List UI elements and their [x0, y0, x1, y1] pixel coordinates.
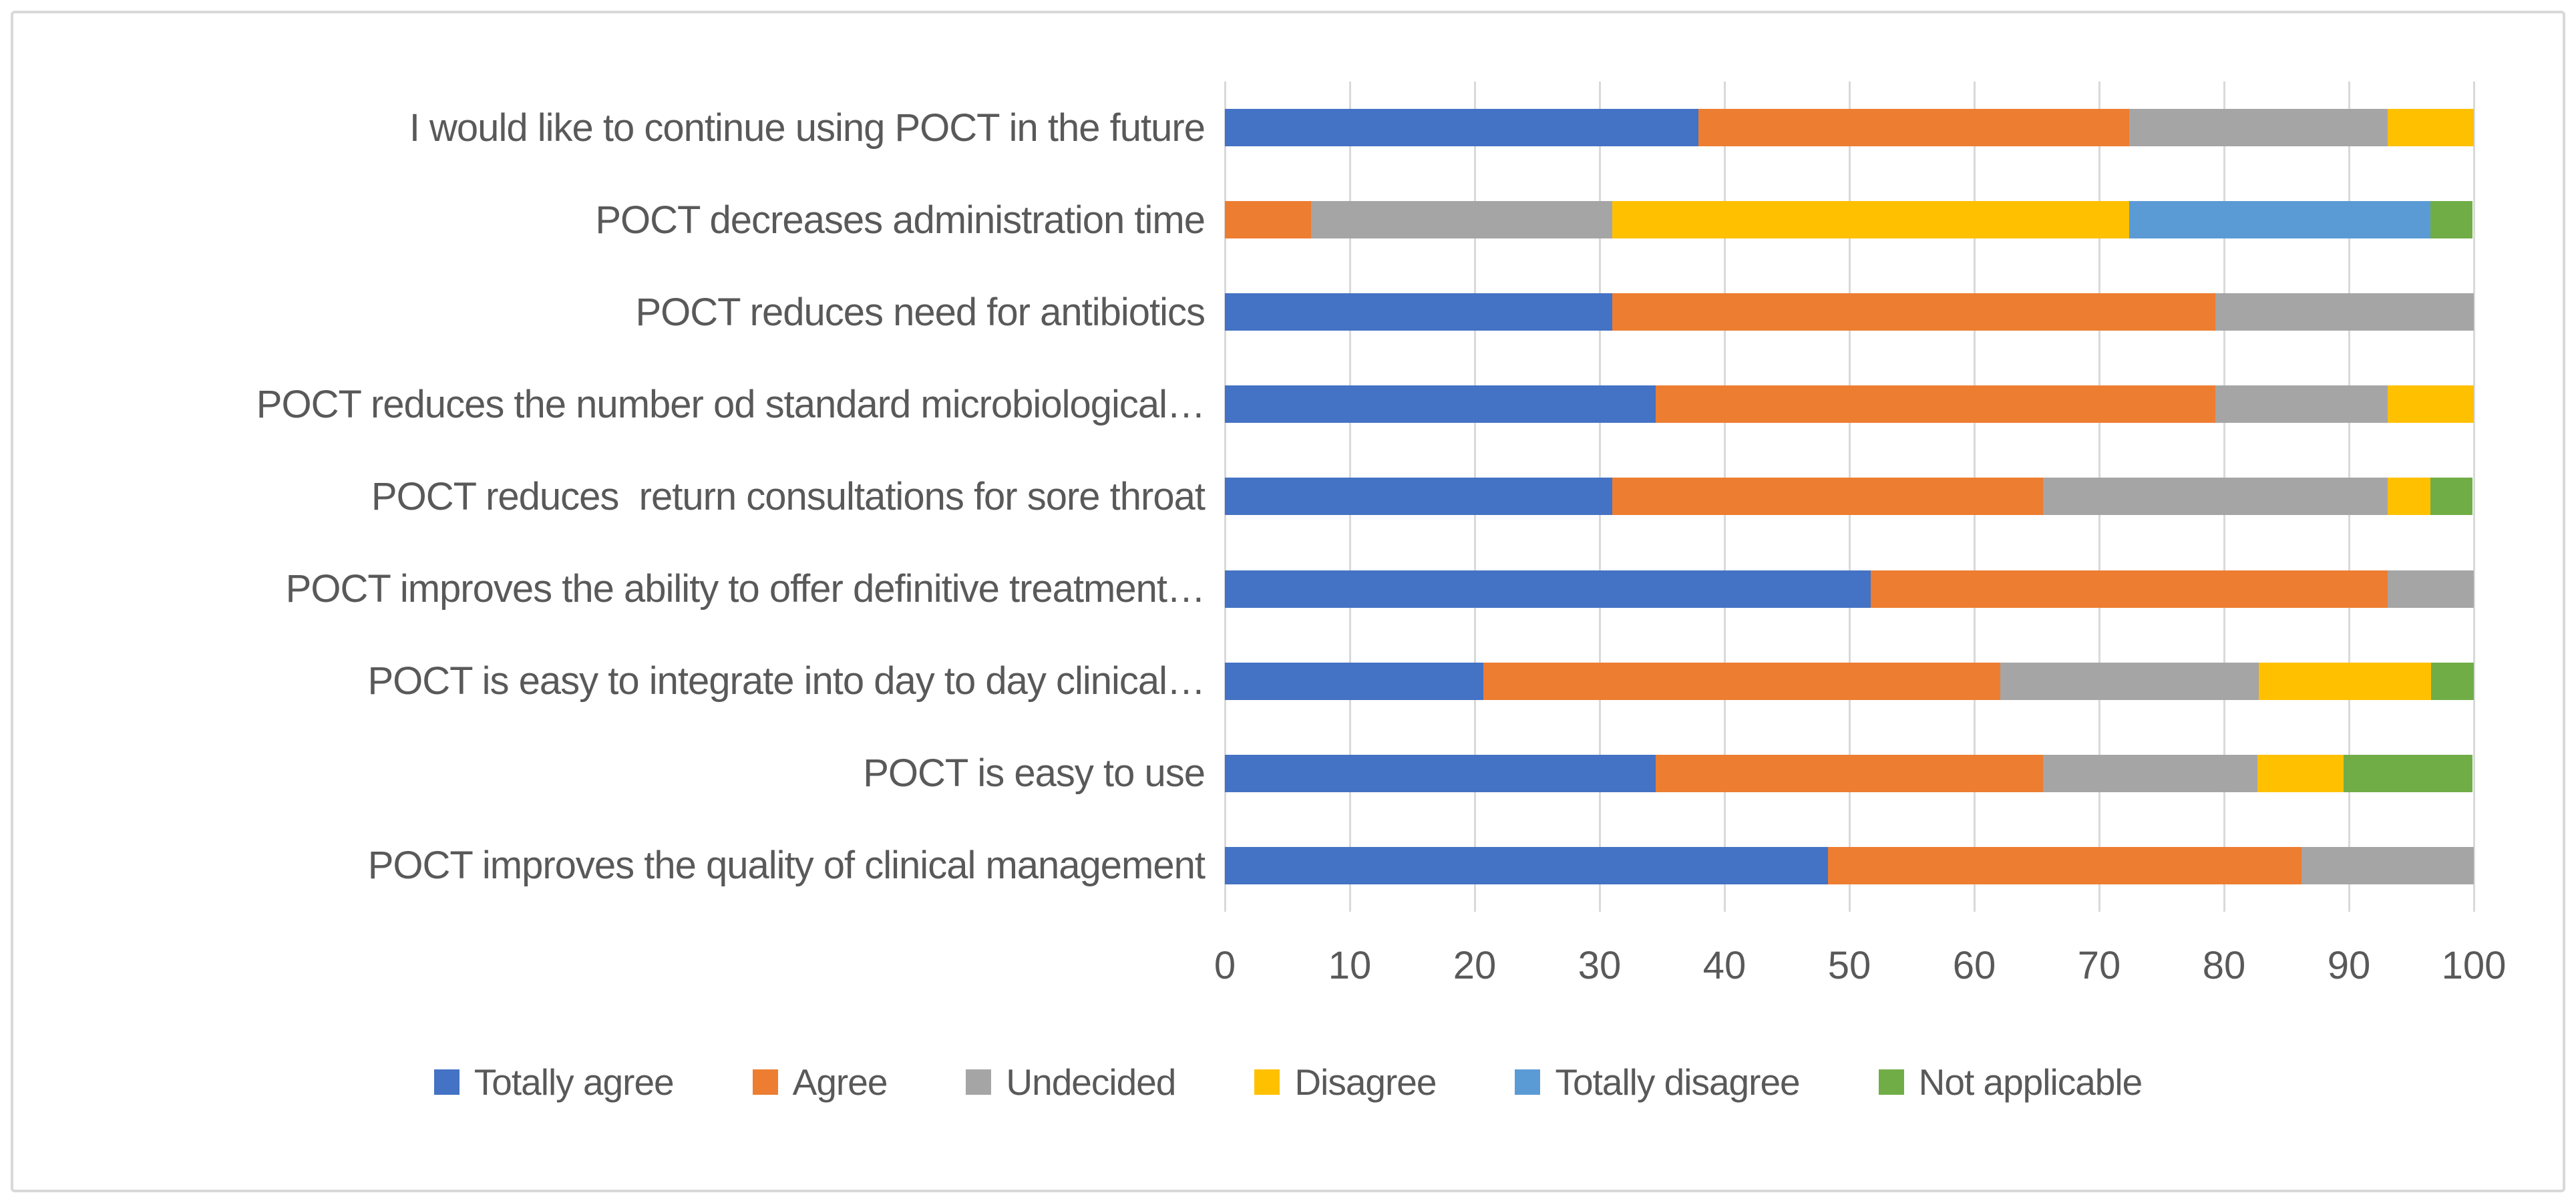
bar-segment-undecided: [2042, 754, 2258, 792]
bar-segment-disagree: [2257, 754, 2344, 792]
category-label: POCT improves the ability to offer defin…: [285, 567, 1206, 611]
legend-label: Undecided: [1006, 1061, 1176, 1103]
bar-row: [1225, 662, 2474, 700]
bar-segment-totally-disagree: [2129, 201, 2430, 239]
category-label: POCT reduces need for antibiotics: [635, 290, 1206, 334]
value-axis: 0 10 20 30 40 50 60 70 80 90 100: [1214, 943, 2507, 997]
legend-item-not-applicable: Not applicable: [1878, 1061, 2143, 1103]
bar-segment-undecided: [2042, 478, 2388, 516]
chart-border-frame: [11, 11, 2565, 1192]
x-tick-label: 20: [1453, 944, 1497, 987]
bar-segment-totally-agree: [1225, 662, 1484, 700]
bar-segment-undecided: [2301, 846, 2474, 884]
x-tick-label: 90: [2327, 944, 2371, 987]
x-tick-label: 10: [1328, 944, 1372, 987]
bar-segment-undecided: [2215, 293, 2474, 331]
category-label: POCT is easy to use: [863, 751, 1206, 796]
bar-segment-not-applicable: [2431, 662, 2474, 700]
bar-segment-agree: [1656, 754, 2043, 792]
x-tick-label: 70: [2077, 944, 2121, 987]
legend-swatch-icon: [1515, 1069, 1541, 1095]
x-tick-label: 80: [2202, 944, 2246, 987]
bar-segment-undecided: [2387, 570, 2474, 608]
legend-label: Agree: [792, 1061, 888, 1103]
bar-segment-disagree: [2387, 478, 2430, 516]
bar-row: [1225, 293, 2474, 331]
bar-row: [1225, 478, 2474, 516]
category-axis: I would like to continue using POCT in t…: [27, 81, 1206, 912]
category-label: POCT improves the quality of clinical ma…: [367, 844, 1206, 888]
category-label: POCT reduces return consultations for so…: [371, 474, 1206, 518]
legend-label: Disagree: [1294, 1061, 1437, 1103]
bar-segment-not-applicable: [2344, 754, 2473, 792]
legend-item-disagree: Disagree: [1254, 1061, 1437, 1103]
bar-segment-undecided: [2129, 109, 2388, 146]
bar-segment-totally-agree: [1225, 109, 1698, 146]
x-tick-label: 60: [1952, 944, 1996, 987]
bar-segment-disagree: [2387, 109, 2474, 146]
legend-item-agree: Agree: [752, 1061, 888, 1103]
legend-swatch-icon: [433, 1069, 459, 1095]
legend-item-undecided: Undecided: [966, 1061, 1176, 1103]
x-tick-label: 0: [1214, 944, 1236, 987]
legend-swatch-icon: [752, 1069, 778, 1095]
legend-label: Not applicable: [1918, 1061, 2143, 1103]
x-tick-label: 40: [1702, 944, 1746, 987]
bar-row: [1225, 754, 2474, 792]
bar-segment-not-applicable: [2430, 478, 2473, 516]
plot-area: [1224, 81, 2475, 912]
legend-item-totally-agree: Totally agree: [433, 1061, 675, 1103]
bar-segment-disagree: [1612, 201, 2129, 239]
legend-label: Totally disagree: [1555, 1061, 1800, 1103]
bar-row: [1225, 570, 2474, 608]
bar-segment-not-applicable: [2430, 201, 2473, 239]
legend-label: Totally agree: [474, 1061, 675, 1103]
bar-row: [1225, 846, 2474, 884]
bar-row: [1225, 201, 2474, 239]
bar-segment-agree: [1828, 846, 2302, 884]
bar-segment-agree: [1225, 201, 1312, 239]
bar-segment-totally-agree: [1225, 293, 1612, 331]
legend-swatch-icon: [1878, 1069, 1904, 1095]
category-label: POCT reduces the number od standard micr…: [256, 382, 1206, 426]
bar-segment-agree: [1483, 662, 2001, 700]
bar-segment-disagree: [2259, 662, 2432, 700]
bar-segment-undecided: [1311, 201, 1612, 239]
bar-segment-disagree: [2387, 385, 2474, 423]
legend-item-totally-disagree: Totally disagree: [1515, 1061, 1801, 1103]
legend-swatch-icon: [1254, 1069, 1280, 1095]
legend: Totally agree Agree Undecided Disagree Total…: [0, 1061, 2576, 1103]
bar-row: [1225, 109, 2474, 146]
bar-segment-agree: [1612, 293, 2215, 331]
bar-segment-agree: [1698, 109, 2129, 146]
bar-segment-totally-agree: [1225, 478, 1612, 516]
legend-swatch-icon: [966, 1069, 992, 1095]
bar-segment-agree: [1870, 570, 2388, 608]
bar-segment-totally-agree: [1225, 385, 1656, 423]
bar-segment-agree: [1612, 478, 2043, 516]
category-label: POCT decreases administration time: [595, 198, 1206, 242]
x-tick-label: 50: [1827, 944, 1871, 987]
bar-segment-totally-agree: [1225, 754, 1656, 792]
x-tick-label: 100: [2441, 944, 2507, 987]
bar-segment-undecided: [2000, 662, 2259, 700]
bar-segment-totally-agree: [1225, 846, 1829, 884]
gridline-100: [2472, 81, 2475, 912]
bar-segment-totally-agree: [1225, 570, 1871, 608]
bar-segment-agree: [1656, 385, 2215, 423]
x-tick-label: 30: [1578, 944, 1622, 987]
category-label: I would like to continue using POCT in t…: [409, 106, 1206, 150]
category-label: POCT is easy to integrate into day to da…: [367, 659, 1206, 703]
bar-row: [1225, 385, 2474, 423]
bar-segment-undecided: [2215, 385, 2388, 423]
